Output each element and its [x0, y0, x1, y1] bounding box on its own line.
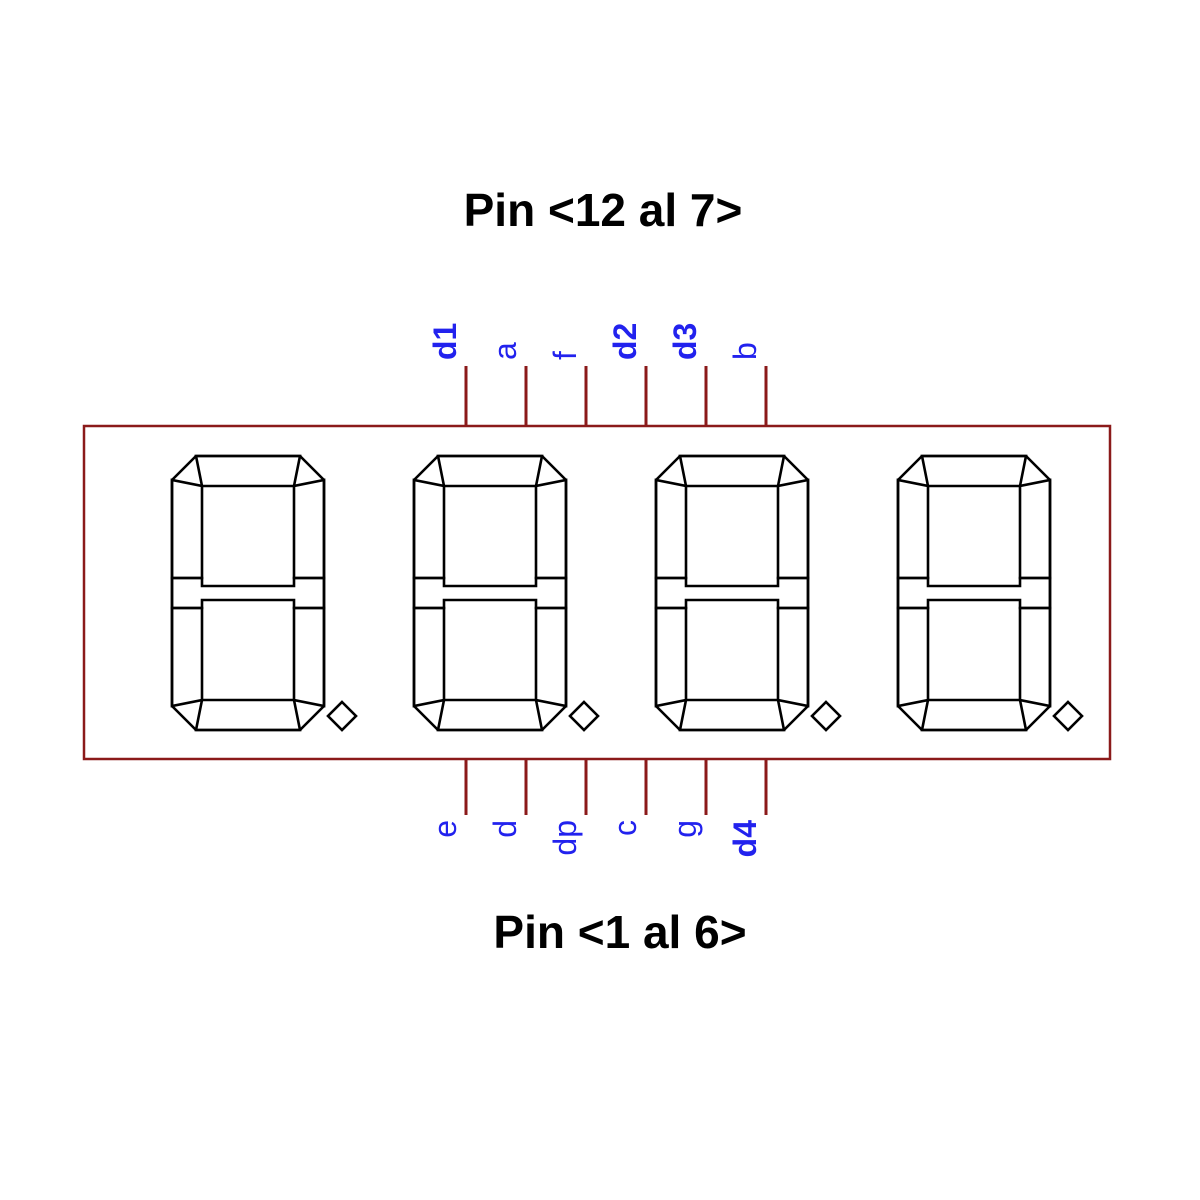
segment-c [292, 606, 326, 708]
bottom-pin-group: e d dp c g d4 [427, 759, 768, 858]
top-pin-label-d3: d3 [667, 323, 703, 360]
bottom-pins-heading: Pin <1 al 6> [493, 906, 746, 958]
digit-outline [896, 454, 1052, 732]
bottom-pin-label-c: c [607, 820, 643, 836]
segment-c [534, 606, 568, 708]
segment-g [170, 576, 326, 610]
digit-group [170, 454, 1084, 732]
segment-g [654, 576, 810, 610]
segment-a [678, 454, 786, 488]
segment-d [920, 698, 1028, 732]
digit-1 [170, 454, 358, 732]
segment-e [654, 606, 688, 708]
top-pin-label-d2: d2 [607, 323, 643, 360]
segment-f [896, 478, 930, 580]
segment-d [194, 698, 302, 732]
segment-a [436, 454, 544, 488]
segment-c [776, 606, 810, 708]
segment-b [292, 478, 326, 580]
top-pin-group: d1 a f d2 d3 b [427, 323, 768, 426]
top-pins-heading: Pin <12 al 7> [464, 184, 743, 236]
segment-b [1018, 478, 1052, 580]
segment-f [412, 478, 446, 580]
top-pin-label-f: f [547, 351, 583, 360]
digit-3 [654, 454, 842, 732]
segment-b [534, 478, 568, 580]
bottom-pin-label-g: g [667, 820, 703, 838]
decimal-point [810, 700, 842, 732]
segment-e [170, 606, 204, 708]
top-pin-label-b: b [727, 342, 763, 360]
segment-g [412, 576, 568, 610]
display-body [82, 424, 1112, 761]
bottom-pin-label-d4: d4 [727, 820, 763, 858]
bottom-pin-label-dp: dp [547, 820, 583, 856]
top-pin-label-a: a [487, 342, 523, 360]
segment-f [170, 478, 204, 580]
digit-outline [412, 454, 568, 732]
segment-b [776, 478, 810, 580]
segment-d [436, 698, 544, 732]
digit-4 [896, 454, 1084, 732]
top-pin-label-d1: d1 [427, 323, 463, 360]
segment-g [896, 576, 1052, 610]
decimal-point [326, 700, 358, 732]
segment-f [654, 478, 688, 580]
segment-d [678, 698, 786, 732]
digit-2 [412, 454, 600, 732]
segment-c [1018, 606, 1052, 708]
digit-outline [654, 454, 810, 732]
digit-outline [170, 454, 326, 732]
segment-a [920, 454, 1028, 488]
segment-e [412, 606, 446, 708]
bottom-pin-label-d: d [487, 820, 523, 838]
segment-a [194, 454, 302, 488]
decimal-point [1052, 700, 1084, 732]
decimal-point [568, 700, 600, 732]
bottom-pin-label-e: e [427, 820, 463, 838]
segment-e [896, 606, 930, 708]
